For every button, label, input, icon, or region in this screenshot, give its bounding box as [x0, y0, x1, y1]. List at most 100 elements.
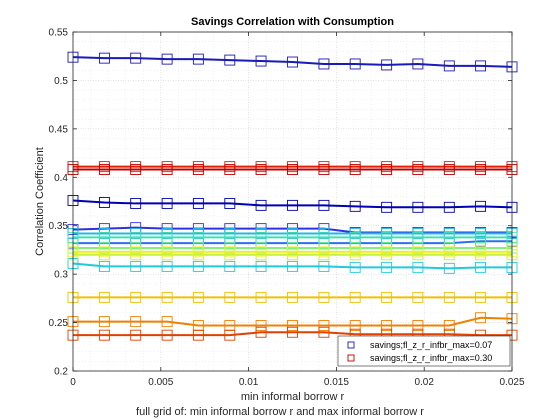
data-point-marker	[443, 291, 455, 303]
data-point-marker	[192, 164, 204, 175]
series-line	[72, 56, 513, 68]
data-point-marker	[255, 291, 267, 303]
data-point-marker	[224, 54, 236, 66]
data-point-marker	[224, 246, 236, 258]
series-line	[72, 199, 513, 209]
data-point-marker	[98, 260, 110, 272]
data-point-marker	[349, 231, 361, 243]
y-tick-label: 0.4	[54, 173, 68, 184]
data-point-marker	[349, 246, 361, 258]
series-2	[67, 195, 518, 213]
data-point-marker	[443, 320, 455, 331]
data-point-marker	[287, 246, 298, 258]
data-point-marker	[224, 291, 236, 303]
x-tick-label: 0	[70, 377, 76, 388]
chart-title: Savings Correlation with Consumption	[191, 16, 394, 28]
data-point-marker	[130, 260, 142, 272]
series-5	[67, 228, 518, 239]
legend-marker	[347, 354, 355, 362]
data-point-marker	[98, 197, 110, 208]
data-point-marker	[475, 231, 487, 243]
data-point-marker	[192, 329, 204, 341]
data-point-marker	[255, 246, 267, 258]
chart-caption: full grid of: min informal borrow r and …	[136, 406, 424, 418]
data-point-marker	[381, 246, 393, 258]
data-point-marker	[349, 291, 361, 303]
data-point-marker	[443, 262, 455, 274]
data-point-marker	[130, 316, 142, 328]
data-point-marker	[98, 52, 110, 64]
data-point-marker	[130, 197, 142, 209]
data-point-marker	[381, 231, 393, 243]
data-point-marker	[161, 197, 173, 209]
data-point-marker	[255, 231, 267, 243]
data-point-marker	[318, 231, 330, 243]
data-point-marker	[192, 291, 204, 303]
data-point-marker	[255, 260, 267, 272]
data-point-marker	[287, 56, 298, 68]
data-point-marker	[98, 246, 110, 258]
data-point-marker	[318, 291, 330, 303]
legend-marker	[347, 341, 355, 349]
data-point-marker	[443, 60, 455, 72]
data-point-marker	[192, 246, 204, 258]
legend-label: savings;fl_z_r_infbr_max=0.30	[370, 353, 492, 363]
series-line	[73, 316, 513, 327]
data-point-marker	[98, 316, 110, 328]
data-point-marker	[130, 52, 142, 64]
data-point-marker	[443, 164, 455, 175]
data-point-marker	[287, 320, 298, 331]
legend-entry: savings;fl_z_r_infbr_max=0.30	[347, 353, 492, 363]
data-point-marker	[161, 53, 173, 65]
legend-entry: savings;fl_z_r_infbr_max=0.07	[347, 340, 492, 350]
data-point-marker	[412, 201, 424, 213]
data-point-marker	[412, 320, 424, 331]
data-point-marker	[192, 231, 204, 243]
y-tick-label: 0.5	[54, 76, 68, 87]
data-point-marker	[287, 231, 298, 243]
y-tick-label: 0.45	[49, 124, 69, 135]
data-point-marker	[475, 246, 487, 258]
data-point-marker	[475, 312, 487, 324]
y-tick-label: 0.2	[54, 367, 68, 378]
data-point-marker	[224, 260, 236, 272]
data-point-marker	[192, 197, 204, 209]
data-point-marker	[287, 326, 298, 338]
data-point-marker	[98, 231, 110, 243]
data-point-marker	[130, 291, 142, 303]
data-point-marker	[255, 164, 267, 175]
data-point-marker	[192, 260, 204, 272]
data-point-marker	[412, 164, 424, 175]
data-point-marker	[349, 200, 361, 212]
x-axis-label: min informal borrow r	[241, 391, 345, 403]
data-point-marker	[192, 53, 204, 65]
data-point-marker	[349, 261, 361, 273]
data-point-marker	[381, 261, 393, 273]
y-axis-label: Correlation Coefficient	[34, 147, 46, 256]
ticks: 0 0.005 0.01 0.015 0.02 0.025 0.2 0.25 0.3 0.35 0.…	[49, 28, 525, 389]
legend-label: savings;fl_z_r_infbr_max=0.07	[370, 340, 492, 350]
data-point-marker	[224, 164, 236, 175]
data-point-marker	[98, 291, 110, 303]
legend-items: savings;fl_z_r_infbr_max=0.07 savings;fl_…	[347, 340, 492, 363]
series-7	[67, 231, 518, 243]
data-point-marker	[475, 200, 487, 212]
data-point-marker	[318, 58, 330, 70]
axes-frame	[72, 31, 513, 372]
legend: savings;fl_z_r_infbr_max=0.07 savings;fl_…	[337, 335, 511, 367]
data-point-marker	[161, 231, 173, 243]
data-point-marker	[412, 231, 424, 243]
plot-area	[73, 32, 512, 371]
x-tick-label: 0.025	[499, 377, 524, 388]
data-point-marker	[161, 260, 173, 272]
series-6	[67, 258, 518, 274]
data-point-marker	[349, 164, 361, 175]
data-point-marker	[255, 320, 267, 331]
data-point-marker	[381, 164, 393, 175]
y-tick-label: 0.3	[54, 270, 68, 281]
data-point-marker	[443, 231, 455, 243]
data-point-marker	[98, 329, 110, 341]
data-point-marker	[349, 58, 361, 70]
x-tick-label: 0.005	[148, 377, 173, 388]
